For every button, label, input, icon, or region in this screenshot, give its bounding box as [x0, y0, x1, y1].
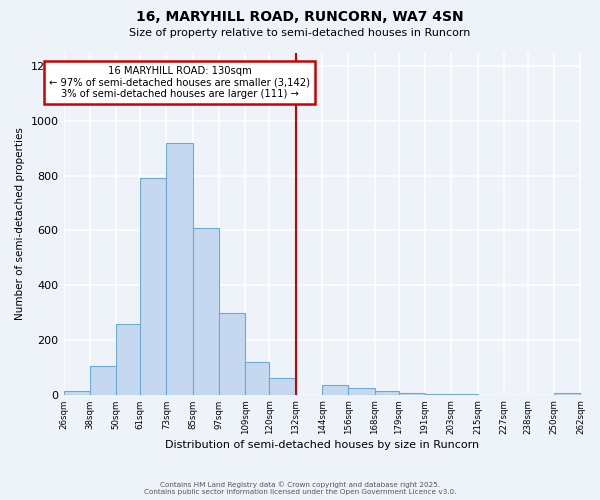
- Bar: [322, 385, 349, 394]
- Text: 16, MARYHILL ROAD, RUNCORN, WA7 4SN: 16, MARYHILL ROAD, RUNCORN, WA7 4SN: [136, 10, 464, 24]
- Bar: [349, 388, 374, 394]
- Text: Contains HM Land Registry data © Crown copyright and database right 2025.: Contains HM Land Registry data © Crown c…: [160, 481, 440, 488]
- Bar: [90, 366, 116, 394]
- Bar: [245, 362, 269, 394]
- Bar: [64, 390, 90, 394]
- Bar: [398, 393, 425, 394]
- Bar: [193, 228, 219, 394]
- Text: 16 MARYHILL ROAD: 130sqm
← 97% of semi-detached houses are smaller (3,142)
3% of: 16 MARYHILL ROAD: 130sqm ← 97% of semi-d…: [49, 66, 310, 100]
- Bar: [140, 178, 166, 394]
- Bar: [269, 378, 296, 394]
- Text: Contains public sector information licensed under the Open Government Licence v3: Contains public sector information licen…: [144, 489, 456, 495]
- Bar: [374, 392, 398, 394]
- Bar: [116, 324, 140, 394]
- Text: Size of property relative to semi-detached houses in Runcorn: Size of property relative to semi-detach…: [130, 28, 470, 38]
- X-axis label: Distribution of semi-detached houses by size in Runcorn: Distribution of semi-detached houses by …: [165, 440, 479, 450]
- Bar: [166, 143, 193, 395]
- Y-axis label: Number of semi-detached properties: Number of semi-detached properties: [15, 127, 25, 320]
- Bar: [219, 312, 245, 394]
